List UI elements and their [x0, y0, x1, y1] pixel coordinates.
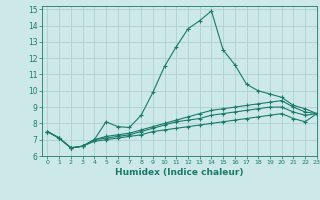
- X-axis label: Humidex (Indice chaleur): Humidex (Indice chaleur): [115, 168, 244, 177]
